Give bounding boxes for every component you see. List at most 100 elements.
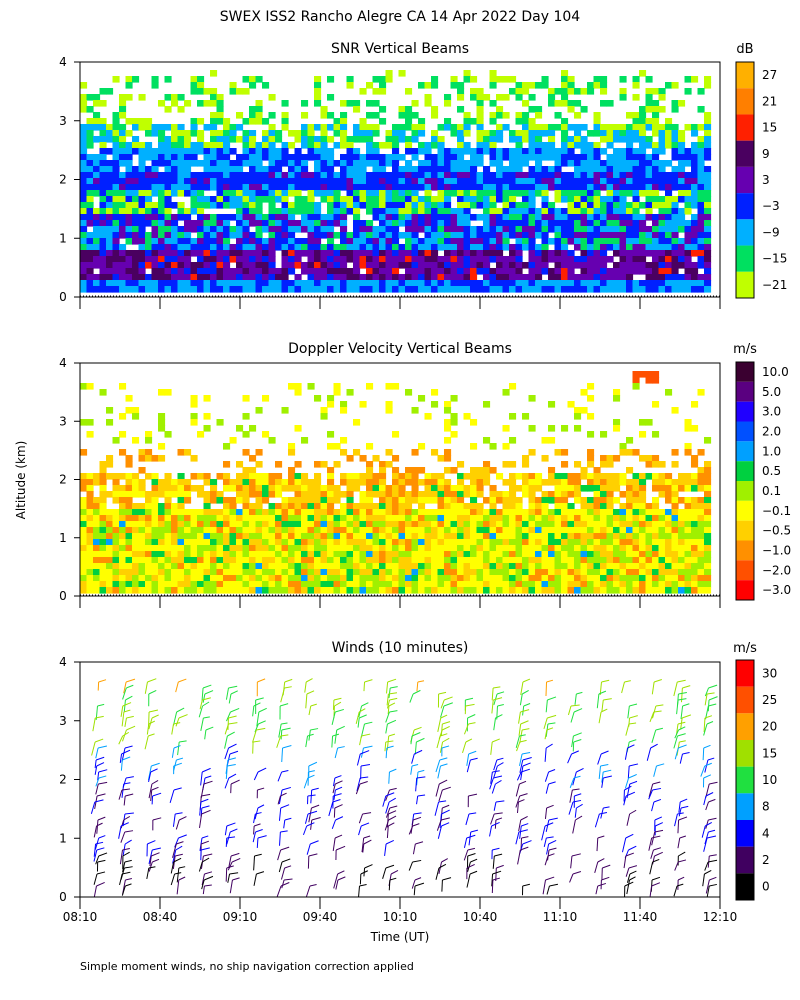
heatmap-cell (593, 178, 601, 185)
heatmap-cell (697, 232, 705, 239)
heatmap-cell (379, 467, 387, 474)
heatmap-cell (626, 256, 634, 263)
heatmap-cell (476, 238, 484, 245)
heatmap-cell (197, 202, 205, 209)
snr-heatmap (80, 70, 712, 293)
heatmap-cell (561, 94, 569, 101)
heatmap-cell (320, 515, 328, 522)
heatmap-cell (119, 551, 127, 558)
heatmap-cell (470, 232, 478, 239)
heatmap-cell (444, 437, 452, 444)
heatmap-cell (457, 244, 465, 251)
colorbar-swatch (736, 560, 754, 581)
heatmap-cell (242, 569, 250, 576)
heatmap-cell (502, 220, 510, 227)
heatmap-cell (704, 154, 712, 161)
heatmap-cell (119, 449, 127, 456)
heatmap-cell (502, 503, 510, 510)
heatmap-cell (704, 256, 712, 263)
heatmap-cell (320, 497, 328, 504)
heatmap-cell (281, 184, 289, 191)
heatmap-cell (223, 172, 231, 179)
heatmap-cell (177, 449, 185, 456)
heatmap-cell (86, 208, 94, 215)
heatmap-cell (385, 130, 393, 137)
heatmap-cell (301, 509, 309, 516)
heatmap-cell (619, 545, 627, 552)
heatmap-cell (314, 148, 322, 155)
heatmap-cell (444, 124, 452, 131)
heatmap-cell (112, 250, 120, 257)
heatmap-cell (567, 106, 575, 113)
heatmap-cell (580, 509, 588, 516)
heatmap-cell (229, 545, 237, 552)
heatmap-cell (502, 587, 510, 594)
heatmap-cell (242, 256, 250, 263)
heatmap-cell (535, 136, 543, 143)
heatmap-cell (359, 551, 367, 558)
heatmap-cell (535, 166, 543, 173)
heatmap-cell (580, 268, 588, 275)
heatmap-cell (411, 539, 419, 546)
heatmap-cell (509, 569, 517, 576)
heatmap-cell (125, 515, 133, 522)
heatmap-cell (242, 208, 250, 215)
heatmap-cell (138, 202, 146, 209)
heatmap-cell (93, 286, 101, 293)
heatmap-cell (626, 172, 634, 179)
heatmap-cell (671, 238, 679, 245)
heatmap-cell (476, 479, 484, 486)
heatmap-cell (457, 503, 465, 510)
heatmap-cell (502, 545, 510, 552)
heatmap-cell (340, 208, 348, 215)
heatmap-cell (639, 551, 647, 558)
heatmap-cell (606, 587, 614, 594)
heatmap-cell (444, 286, 452, 293)
heatmap-cell (132, 208, 140, 215)
heatmap-cell (652, 184, 660, 191)
heatmap-cell (359, 557, 367, 564)
heatmap-cell (626, 154, 634, 161)
heatmap-cell (704, 581, 712, 588)
heatmap-cell (405, 202, 413, 209)
heatmap-cell (613, 244, 621, 251)
heatmap-cell (112, 533, 120, 540)
heatmap-cell (600, 461, 608, 468)
heatmap-cell (587, 509, 595, 516)
heatmap-cell (236, 485, 244, 492)
heatmap-cell (431, 268, 439, 275)
heatmap-cell (353, 154, 361, 161)
heatmap-cell (210, 268, 218, 275)
heatmap-cell (652, 431, 660, 438)
heatmap-cell (437, 208, 445, 215)
heatmap-cell (190, 148, 198, 155)
heatmap-cell (184, 154, 192, 161)
heatmap-cell (600, 256, 608, 263)
heatmap-cell (470, 551, 478, 558)
heatmap-cell (561, 473, 569, 480)
heatmap-cell (392, 383, 400, 390)
heatmap-cell (93, 563, 101, 570)
wind-barb-flag (122, 847, 130, 851)
heatmap-cell (333, 118, 341, 125)
heatmap-cell (483, 238, 491, 245)
heatmap-cell (164, 184, 172, 191)
heatmap-cell (366, 130, 374, 137)
heatmap-cell (301, 154, 309, 161)
heatmap-cell (80, 533, 88, 540)
heatmap-cell (132, 485, 140, 492)
heatmap-cell (112, 130, 120, 137)
heatmap-cell (229, 479, 237, 486)
heatmap-cell (262, 256, 270, 263)
heatmap-cell (567, 208, 575, 215)
heatmap-cell (106, 533, 114, 540)
heatmap-cell (502, 515, 510, 522)
heatmap-cell (333, 563, 341, 570)
heatmap-cell (223, 443, 231, 450)
heatmap-cell (359, 130, 367, 137)
heatmap-cell (600, 533, 608, 540)
heatmap-cell (353, 575, 361, 582)
heatmap-cell (80, 581, 88, 588)
heatmap-cell (216, 509, 224, 516)
heatmap-cell (626, 485, 634, 492)
